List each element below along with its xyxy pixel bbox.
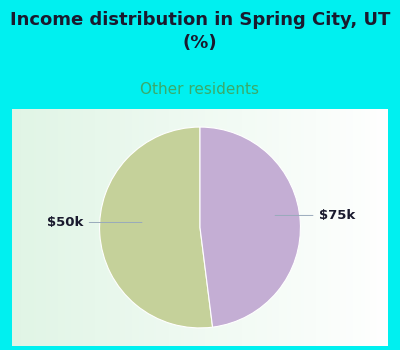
Wedge shape: [100, 127, 212, 328]
Wedge shape: [200, 127, 300, 327]
Text: Other residents: Other residents: [140, 82, 260, 97]
Text: Income distribution in Spring City, UT
(%): Income distribution in Spring City, UT (…: [10, 12, 390, 51]
Text: $75k: $75k: [275, 209, 355, 222]
Text: $50k: $50k: [47, 216, 142, 229]
